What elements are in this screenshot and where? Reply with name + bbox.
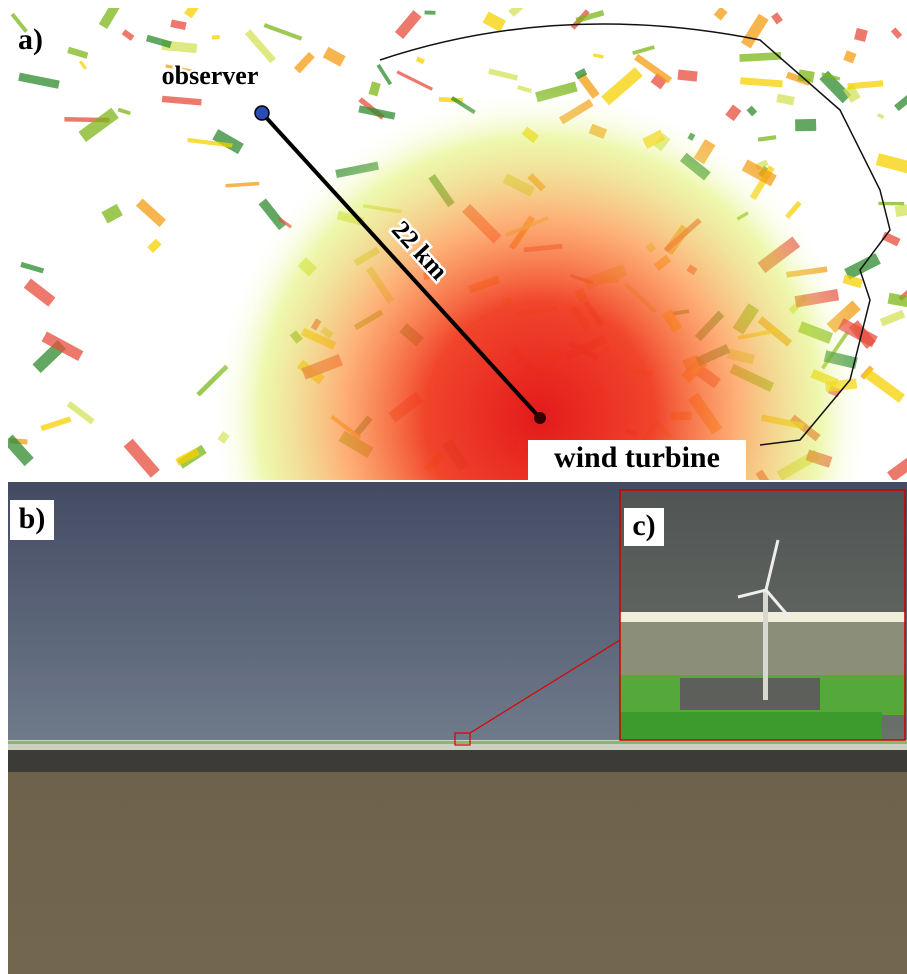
visibility-patch xyxy=(878,202,904,206)
visibility-patch xyxy=(425,11,436,15)
turbine-label: wind turbine xyxy=(554,441,720,474)
observer-point xyxy=(255,106,269,120)
visibility-patch xyxy=(677,70,697,82)
inset-trees xyxy=(620,712,882,740)
turbine-tower xyxy=(763,590,768,700)
visibility-patch xyxy=(795,119,816,131)
inset-buildings xyxy=(680,678,820,710)
panel-label: c) xyxy=(632,509,655,542)
horizon-vegetation xyxy=(8,741,907,744)
inset-hills xyxy=(620,622,905,682)
figure: a) observer 22 km wind turbine b) c) xyxy=(0,0,907,974)
panel-c: c) xyxy=(620,490,905,740)
panel-label: b) xyxy=(19,502,46,535)
turbine-point xyxy=(534,412,546,424)
ground xyxy=(8,772,907,974)
inset-haze xyxy=(620,612,905,622)
near-terrain xyxy=(8,750,907,772)
visibility-patch xyxy=(212,35,220,39)
panel-label: a) xyxy=(18,23,43,56)
observer-label: observer xyxy=(162,61,259,90)
